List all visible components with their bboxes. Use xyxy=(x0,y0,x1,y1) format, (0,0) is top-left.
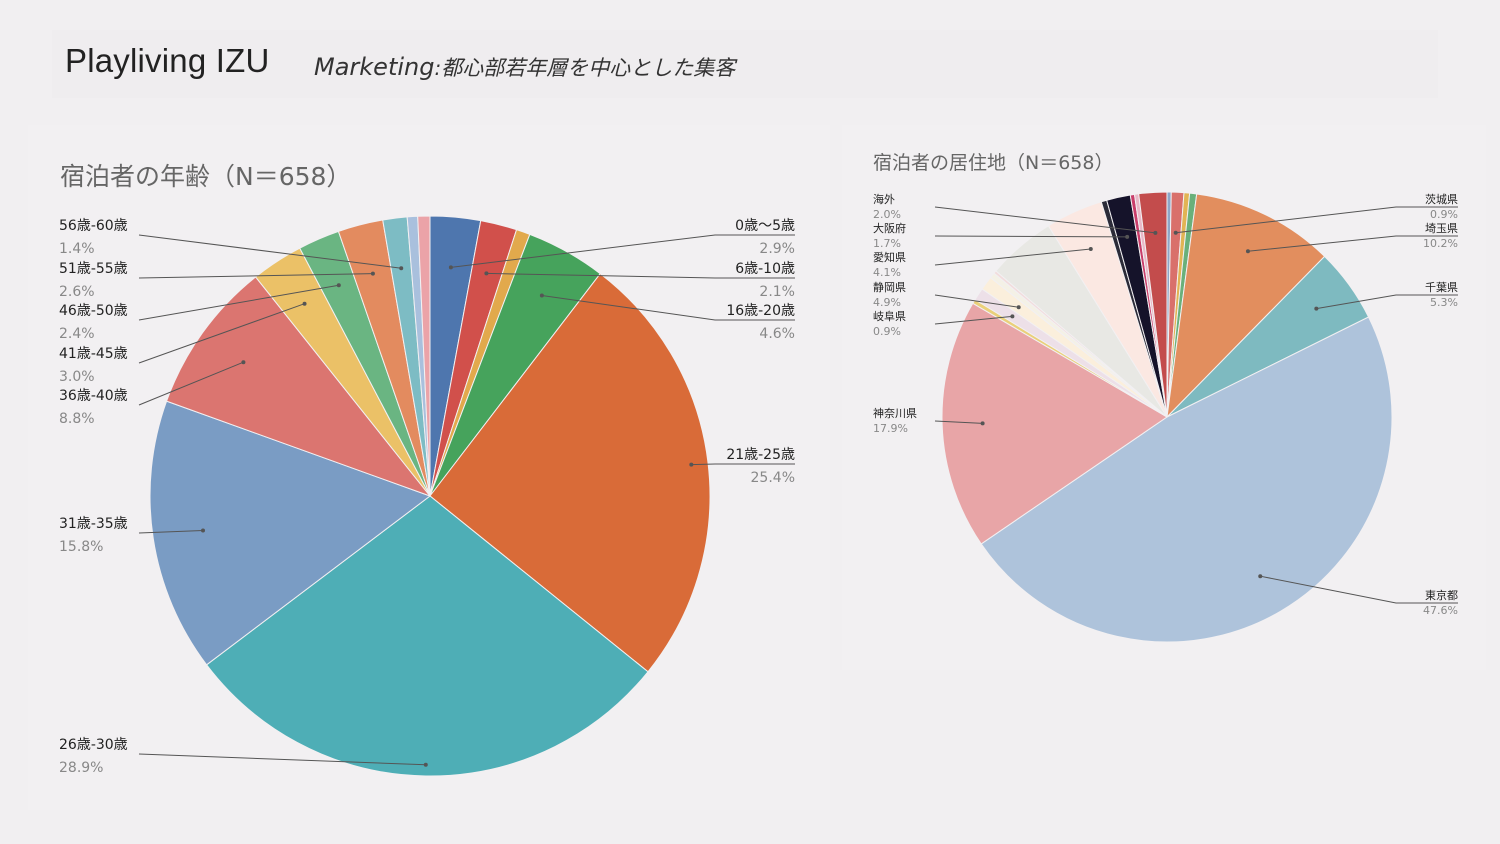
pie-slice xyxy=(165,276,432,498)
residence-chart-panel: 宿泊者の居住地（N＝658） 茨城県 0.9% 埼玉県 10.2% 千葉県 5.3% 東京都 4… xyxy=(842,125,1486,670)
age-chart-panel: 宿泊者の年齢（N＝658） 0歳～5歳 2.9% 6歳-10歳 2.1% 16歳-20歳 4… xyxy=(28,125,830,810)
slice-percent: 2.0% xyxy=(873,208,901,221)
leader-line xyxy=(934,235,1128,238)
slice-percent: 10.2% xyxy=(1423,237,1458,250)
leader-line xyxy=(691,463,795,466)
slice-label: 26歳-30歳 xyxy=(59,737,128,753)
leader-line xyxy=(934,294,1019,308)
leader-dot xyxy=(1125,234,1130,239)
slice-percent: 1.7% xyxy=(873,237,901,250)
slice-percent: 4.9% xyxy=(873,296,901,309)
leader-line xyxy=(934,315,1013,325)
pie-slice xyxy=(941,302,1168,545)
leader-dot xyxy=(1258,574,1263,579)
slice-percent: 8.8% xyxy=(59,411,95,427)
slice-percent: 5.3% xyxy=(1430,296,1458,309)
slice-label: 6歳-10歳 xyxy=(735,261,795,277)
slice-percent: 2.6% xyxy=(59,284,95,300)
leader-line xyxy=(1175,206,1458,234)
leader-line xyxy=(541,295,795,321)
leader-line xyxy=(138,303,305,364)
chart-title: 宿泊者の居住地（N＝658） xyxy=(873,152,1113,174)
leader-line xyxy=(934,420,983,424)
leader-line xyxy=(138,753,426,766)
pie-slice xyxy=(429,272,711,673)
leader-line xyxy=(138,273,373,279)
slice-label: 41歳-45歳 xyxy=(59,346,128,362)
age-pie-chart: 宿泊者の年齢（N＝658） 0歳～5歳 2.9% 6歳-10歳 2.1% 16歳-20歳 4… xyxy=(59,162,795,777)
slice-label: 21歳-25歳 xyxy=(726,447,795,463)
pie-slice xyxy=(149,400,432,666)
leader-line xyxy=(934,248,1091,266)
slice-label: 千葉県 xyxy=(1425,280,1458,294)
slice-label: 東京都 xyxy=(1425,588,1458,602)
slice-label: 愛知県 xyxy=(873,250,906,264)
slice-percent: 25.4% xyxy=(751,470,795,486)
slice-label: 静岡県 xyxy=(873,280,906,294)
slice-percent: 15.8% xyxy=(59,539,103,555)
leader-dot xyxy=(302,301,307,306)
slice-label: 埼玉県 xyxy=(1425,221,1458,235)
leader-line xyxy=(1247,235,1458,252)
leader-line xyxy=(450,234,795,268)
chart-title: 宿泊者の年齢（N＝658） xyxy=(60,162,351,191)
slice-percent: 17.9% xyxy=(873,422,908,435)
slice-label: 茨城県 xyxy=(1425,192,1458,206)
leader-line xyxy=(1316,294,1458,310)
slice-label: 36歳-40歳 xyxy=(59,388,128,404)
slice-percent: 0.9% xyxy=(873,325,901,338)
leader-line xyxy=(138,361,244,406)
subtitle-jp: 都心部若年層を中心とした集客 xyxy=(441,56,736,80)
slice-label: 51歳-55歳 xyxy=(59,261,128,277)
leader-line xyxy=(1260,575,1458,604)
slice-label: 46歳-50歳 xyxy=(59,303,128,319)
leader-line xyxy=(486,272,795,279)
pie-slice xyxy=(205,495,649,777)
slice-label: 大阪府 xyxy=(873,221,906,235)
slice-percent: 1.4% xyxy=(59,241,95,257)
slice-percent: 3.0% xyxy=(59,369,95,385)
slice-label: 0歳～5歳 xyxy=(735,218,795,234)
slice-label: 31歳-35歳 xyxy=(59,516,128,532)
pie-slice xyxy=(980,316,1393,643)
leader-line xyxy=(934,206,1156,234)
slice-percent: 2.9% xyxy=(759,241,795,257)
slice-label: 神奈川県 xyxy=(873,406,917,420)
pie-slice xyxy=(1166,193,1326,419)
pie-slice xyxy=(1138,191,1168,418)
leader-line xyxy=(138,529,204,534)
pie-slice xyxy=(417,215,431,497)
slice-percent: 0.9% xyxy=(1430,208,1458,221)
brand-title: Playliving IZU xyxy=(65,42,270,79)
slice-percent: 2.1% xyxy=(759,284,795,300)
slice-percent: 47.6% xyxy=(1423,604,1458,617)
subtitle-en: Marketing xyxy=(314,53,435,81)
slice-percent: 2.4% xyxy=(59,326,95,342)
leader-line xyxy=(138,284,339,321)
page-subtitle: Marketing:都心部若年層を中心とした集客 xyxy=(314,52,735,82)
leader-dot xyxy=(1016,305,1021,310)
slice-label: 56歳-60歳 xyxy=(59,218,128,234)
slice-percent: 4.1% xyxy=(873,266,901,279)
leader-dot xyxy=(1010,314,1015,319)
header-bar xyxy=(52,30,1438,98)
slice-label: 岐阜県 xyxy=(873,310,906,323)
slice-label: 海外 xyxy=(873,192,895,206)
residence-pie-chart: 宿泊者の居住地（N＝658）茨城県0.9%埼玉県10.2%千葉県5.3%東京都4… xyxy=(873,152,1458,643)
leader-line xyxy=(138,234,402,269)
subtitle-separator: : xyxy=(434,56,442,80)
leader-dot xyxy=(448,265,453,270)
slice-percent: 28.9% xyxy=(59,760,103,776)
slice-label: 16歳-20歳 xyxy=(726,303,795,319)
slice-percent: 4.6% xyxy=(759,326,795,342)
